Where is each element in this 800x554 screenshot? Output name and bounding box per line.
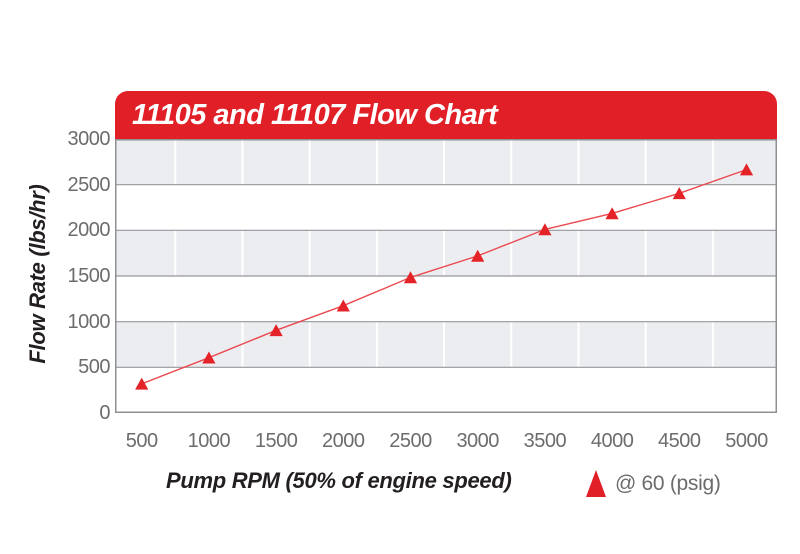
x-axis-title: Pump RPM (50% of engine speed) — [166, 468, 512, 493]
x-tick-label: 5000 — [725, 430, 768, 452]
x-tick-label: 1500 — [254, 430, 298, 452]
x-tick-label: 2500 — [389, 430, 432, 452]
y-axis-title: Flow Rate (lbs/hr) — [25, 184, 50, 364]
legend-label: @ 60 (psig) — [615, 472, 721, 495]
y-tick-label: 0 — [99, 402, 110, 424]
y-tick-label: 3000 — [67, 128, 111, 150]
x-tick-label: 4500 — [658, 430, 701, 452]
y-tick-label: 2500 — [67, 173, 111, 196]
y-tick-label: 1500 — [67, 265, 111, 287]
x-tick-label: 3500 — [523, 430, 567, 452]
legend-triangle-icon — [586, 470, 606, 497]
x-tick-label: 4000 — [590, 430, 634, 452]
y-tick-label: 2000 — [67, 219, 111, 242]
legend: @ 60 (psig) — [586, 470, 721, 497]
y-tick-label: 500 — [78, 356, 110, 379]
chart-title-bar: 11105 and 11107 Flow Chart — [115, 91, 777, 139]
x-tick-label: 1000 — [187, 430, 231, 452]
chart-title: 11105 and 11107 Flow Chart — [132, 99, 498, 131]
x-tick-label: 500 — [125, 430, 158, 452]
x-tick-label: 3000 — [456, 430, 499, 452]
y-tick-label: 1000 — [67, 310, 111, 333]
x-tick-label: 2000 — [322, 430, 365, 452]
plot-area — [115, 139, 777, 413]
